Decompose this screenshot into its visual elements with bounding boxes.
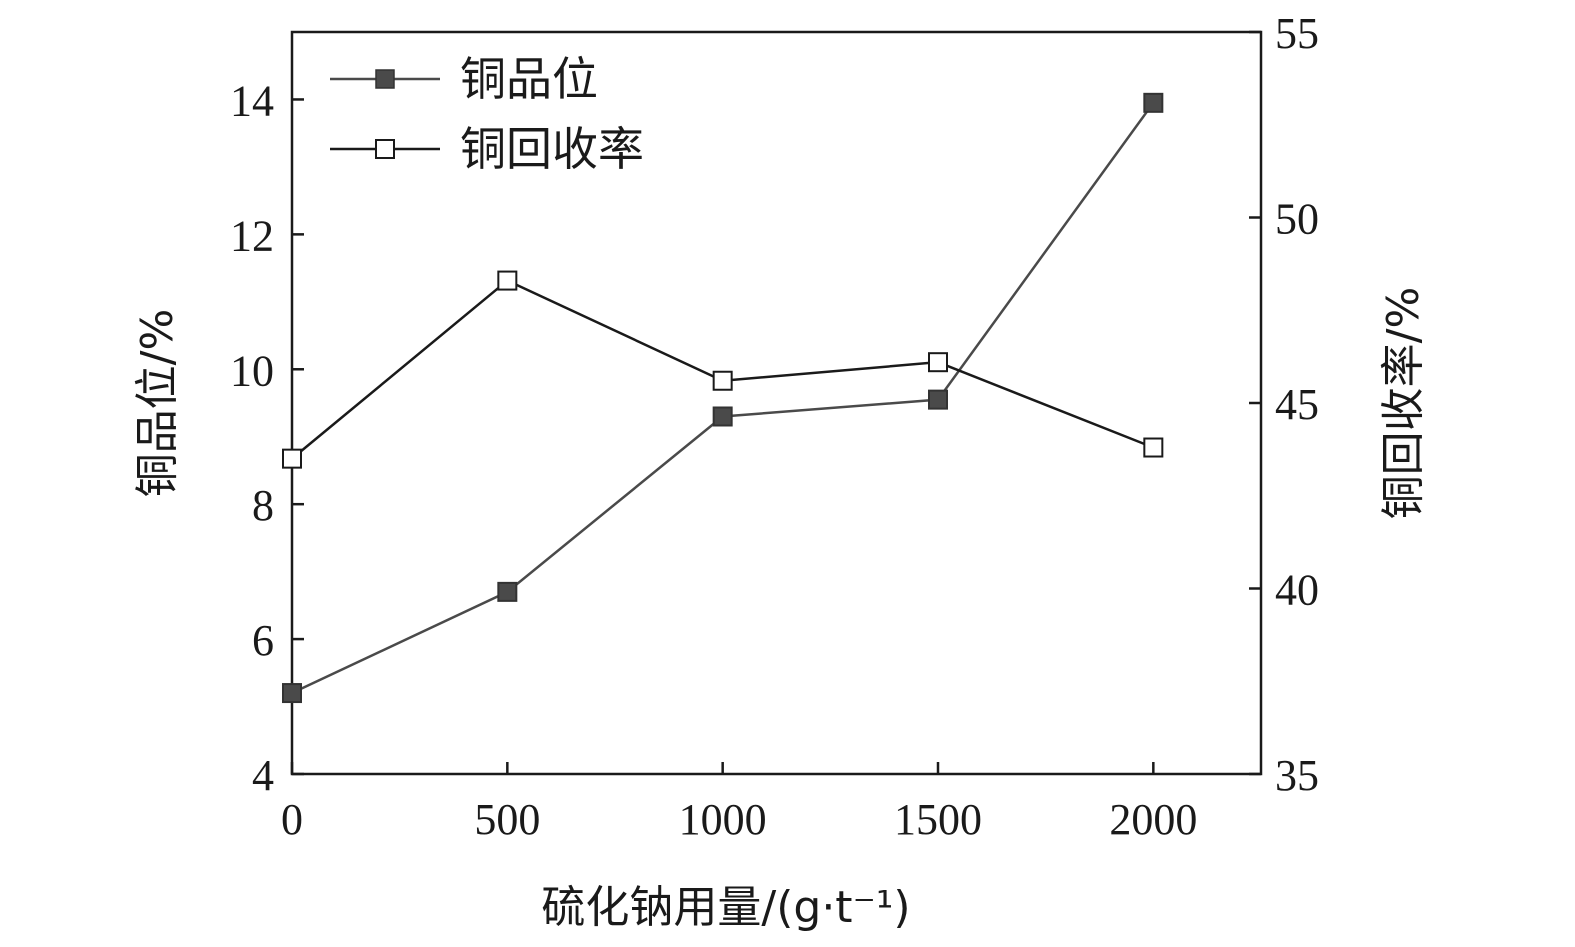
legend-label-recovery: 铜回收率 [460, 122, 644, 176]
series-line-0 [291, 102, 1155, 695]
plot-frame [290, 30, 1263, 776]
x-axis-title: 硫化钠用量/(g·t⁻¹) [541, 882, 910, 933]
left-y-tick-label: 8 [252, 481, 274, 530]
legend-item-grade: 铜品位 [330, 52, 598, 106]
legend-marker-grade [375, 69, 395, 89]
x-tick-label: 1500 [894, 795, 982, 844]
series-layer [282, 92, 1164, 704]
left-y-tick-label: 14 [230, 76, 274, 125]
legend-marker-recovery [375, 139, 395, 159]
left-y-tick-label: 12 [230, 211, 274, 260]
series-1-point [282, 448, 302, 469]
series-1-point [712, 370, 733, 391]
series-0-point [712, 406, 733, 427]
left-y-axis: 4 6 8 10 12 14 [230, 76, 304, 800]
x-axis: 0 500 1000 1500 2000 [281, 762, 1197, 844]
left-y-tick-label: 10 [230, 346, 274, 395]
series-1-point [1143, 437, 1164, 458]
right-y-tick-label: 55 [1275, 9, 1319, 58]
x-tick-label: 0 [281, 795, 303, 844]
legend-item-recovery: 铜回收率 [330, 122, 644, 176]
right-y-tick-label: 45 [1275, 380, 1319, 429]
legend-label-grade: 铜品位 [460, 52, 598, 106]
x-tick-label: 500 [474, 795, 540, 844]
series-line-1 [291, 279, 1154, 460]
series-0-point [928, 389, 948, 410]
left-y-axis-title: 铜品位/% [132, 309, 183, 498]
left-y-tick-label: 4 [252, 751, 274, 800]
x-tick-label: 2000 [1109, 795, 1197, 844]
right-y-axis-title: 铜回收率/% [1378, 287, 1429, 520]
legend: 铜品位 铜回收率 [330, 52, 644, 176]
right-y-axis: 35 40 45 50 55 [1249, 9, 1319, 800]
series-0-point [282, 683, 302, 704]
right-y-tick-label: 50 [1275, 195, 1319, 244]
series-1-point [928, 352, 948, 373]
series-0-point [497, 581, 518, 602]
series-1-point [497, 270, 518, 291]
x-tick-label: 1000 [679, 795, 767, 844]
left-y-tick-label: 6 [252, 616, 274, 665]
right-y-tick-label: 35 [1275, 751, 1319, 800]
series-0-point [1143, 92, 1164, 113]
right-y-tick-label: 40 [1275, 566, 1319, 615]
